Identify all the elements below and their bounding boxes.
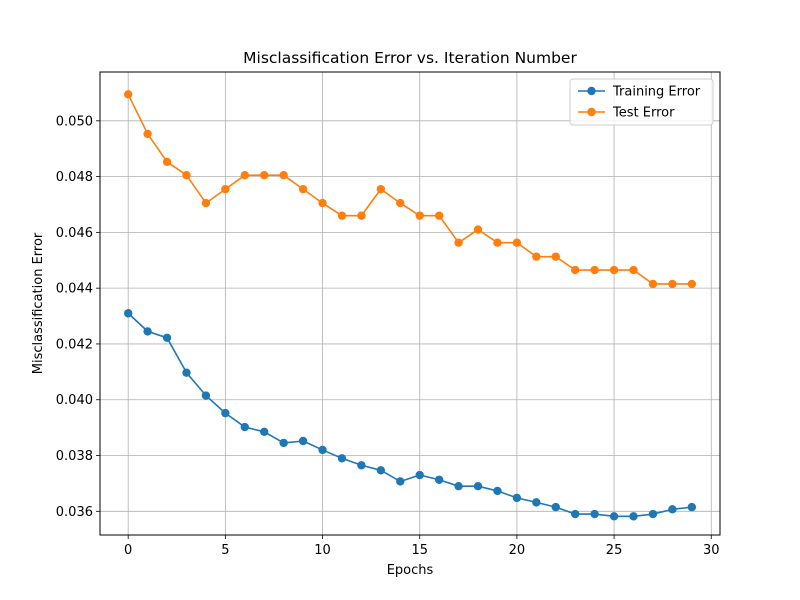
data-point xyxy=(493,238,502,247)
data-point xyxy=(454,238,463,247)
data-point xyxy=(221,184,230,194)
data-point xyxy=(609,265,619,275)
legend-label: Test Error xyxy=(612,106,675,121)
data-point xyxy=(687,502,697,512)
data-point xyxy=(279,438,288,448)
data-point xyxy=(532,252,541,261)
data-point xyxy=(221,408,230,418)
data-point xyxy=(571,265,580,275)
legend-marker xyxy=(587,86,596,96)
y-tick-label: 0.042 xyxy=(56,337,93,352)
legend: Training Error Test Error xyxy=(569,78,714,126)
data-point xyxy=(240,170,249,180)
data-point xyxy=(298,184,308,194)
x-tick-label: 10 xyxy=(314,543,331,558)
data-point xyxy=(318,445,327,455)
data-point xyxy=(648,509,658,519)
data-point xyxy=(279,170,288,180)
x-tick-label: 5 xyxy=(221,543,229,558)
data-point xyxy=(434,475,444,484)
data-point xyxy=(143,129,152,139)
data-point xyxy=(143,327,152,336)
chart-title: Misclassification Error vs. Iteration Nu… xyxy=(243,49,577,67)
plot-frame xyxy=(99,71,721,536)
ticks: 0 5 10 15 20 25 30 0.036 0.038 0.040 0.042 0.044 0.0… xyxy=(56,114,720,558)
legend-label: Training Error xyxy=(612,85,701,100)
y-tick-label: 0.044 xyxy=(56,282,93,297)
data-point xyxy=(590,265,599,275)
data-point xyxy=(571,509,580,519)
data-point xyxy=(162,157,172,167)
data-point xyxy=(337,211,347,220)
data-point xyxy=(201,198,211,208)
data-point xyxy=(629,512,638,521)
data-point xyxy=(396,477,405,486)
data-point xyxy=(376,466,386,475)
x-axis-label: Epochs xyxy=(387,563,434,578)
data-point xyxy=(182,368,191,377)
data-point xyxy=(551,252,560,261)
legend-item: Training Error xyxy=(578,85,701,100)
data-point xyxy=(532,498,541,507)
series-layer xyxy=(123,90,697,521)
y-axis-label: Misclassification Error xyxy=(31,232,46,374)
data-point xyxy=(298,436,308,446)
data-point xyxy=(415,470,424,480)
data-point xyxy=(123,309,133,318)
data-point xyxy=(648,279,658,289)
legend-item: Test Error xyxy=(578,106,675,121)
data-point xyxy=(260,427,269,437)
data-point xyxy=(123,90,133,99)
y-tick-label: 0.048 xyxy=(56,170,93,185)
legend-marker xyxy=(587,107,596,117)
legend-box xyxy=(569,78,714,126)
x-tick-label: 15 xyxy=(411,543,428,558)
data-point xyxy=(318,198,327,208)
y-tick-label: 0.038 xyxy=(56,449,93,464)
grid xyxy=(100,72,720,535)
data-point xyxy=(551,502,560,512)
y-tick-label: 0.036 xyxy=(56,505,93,520)
data-point xyxy=(240,422,249,432)
y-tick-label: 0.040 xyxy=(56,393,93,408)
data-point xyxy=(609,512,619,521)
data-point xyxy=(415,211,424,220)
y-tick-label: 0.050 xyxy=(56,114,93,129)
series-test-error xyxy=(123,90,697,289)
series-training-error xyxy=(123,309,697,521)
data-point xyxy=(182,170,191,180)
data-point xyxy=(687,279,697,289)
data-point xyxy=(201,391,211,400)
x-tick-label: 25 xyxy=(606,543,623,558)
data-point xyxy=(590,509,599,519)
data-point xyxy=(493,486,502,496)
data-point xyxy=(357,461,366,470)
data-point xyxy=(629,265,638,275)
data-point xyxy=(668,505,677,514)
x-tick-label: 30 xyxy=(703,543,720,558)
data-point xyxy=(668,279,677,289)
x-tick-label: 0 xyxy=(124,543,132,558)
data-point xyxy=(260,170,269,180)
data-point xyxy=(473,481,483,491)
x-tick-label: 20 xyxy=(509,543,526,558)
data-point xyxy=(162,333,172,343)
data-point xyxy=(473,225,483,234)
data-point xyxy=(357,211,366,220)
data-point xyxy=(337,454,347,463)
data-point xyxy=(512,493,522,503)
data-point xyxy=(454,481,463,491)
data-point xyxy=(376,184,386,194)
y-tick-label: 0.046 xyxy=(56,226,93,241)
data-point xyxy=(434,211,444,220)
data-point xyxy=(396,198,405,208)
data-point xyxy=(512,238,522,247)
